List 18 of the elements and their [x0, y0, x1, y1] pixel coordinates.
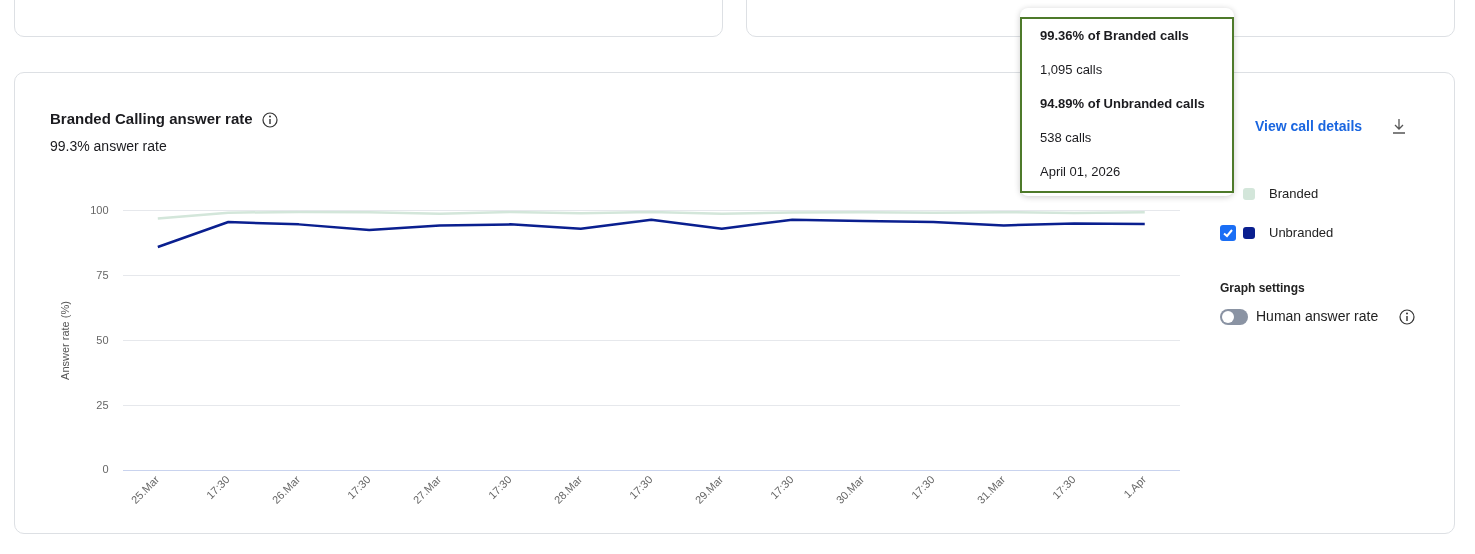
chart-subtitle: 99.3% answer rate — [50, 138, 167, 154]
text: 94.89% of Unbranded calls — [1040, 96, 1205, 111]
text: Human answer rate — [1256, 308, 1379, 324]
y-tick-label: 50 — [96, 333, 109, 346]
text: 1,095 calls — [1040, 62, 1103, 77]
text: 99.36% of Branded calls — [1040, 28, 1189, 43]
chart-title: Branded Calling answer rate — [50, 110, 253, 127]
y-tick-label: 0 — [102, 463, 109, 476]
y-tick-label: 75 — [96, 268, 109, 281]
y-tick-label: 25 — [96, 398, 109, 411]
y-tick-label: 100 — [90, 203, 109, 216]
text: View call details — [1255, 118, 1363, 134]
y-axis-title: Answer rate (%) — [58, 301, 71, 380]
text: Graph settings — [1220, 281, 1305, 295]
legend-label: Unbranded — [1269, 225, 1334, 240]
text: April 01, 2026 — [1040, 164, 1121, 179]
text: 538 calls — [1040, 130, 1092, 145]
legend-label: Branded — [1269, 186, 1319, 201]
